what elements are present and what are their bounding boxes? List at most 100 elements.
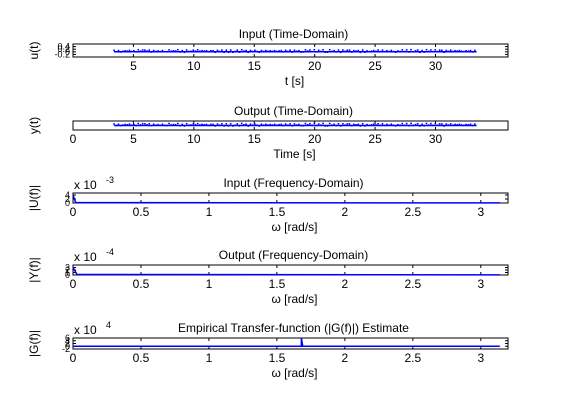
subplot-4: Output (Frequency-Domain)0 0.5 1 1.5 2 2.5 301… bbox=[27, 247, 509, 306]
data-point bbox=[350, 51, 353, 53]
data-point bbox=[179, 51, 181, 53]
data-point bbox=[379, 50, 382, 53]
data-point bbox=[152, 49, 155, 52]
data-point bbox=[247, 125, 250, 127]
data-point bbox=[229, 122, 232, 125]
data-point bbox=[339, 125, 342, 127]
data-point bbox=[249, 123, 252, 125]
data-point bbox=[262, 50, 265, 53]
data-point bbox=[342, 49, 344, 51]
data-point bbox=[423, 51, 426, 53]
data-point bbox=[419, 51, 421, 54]
data-point bbox=[179, 124, 181, 127]
data-point bbox=[278, 123, 280, 126]
data-point bbox=[155, 50, 157, 53]
y-tick-label: 0.2 bbox=[57, 44, 70, 54]
data-point bbox=[293, 49, 296, 52]
data-point bbox=[284, 49, 287, 52]
data-point bbox=[150, 51, 153, 53]
data-point bbox=[414, 123, 417, 126]
data-point bbox=[185, 122, 188, 125]
data-point bbox=[436, 124, 439, 127]
y-tick-label: 6 bbox=[65, 333, 70, 343]
x-tick-label: 1 bbox=[206, 205, 213, 219]
data-point bbox=[139, 124, 142, 126]
data-point bbox=[454, 49, 456, 52]
x-axis-label: t [s] bbox=[285, 74, 304, 88]
data-point bbox=[306, 50, 309, 52]
data-point bbox=[313, 48, 316, 51]
subplot-3: Input (Frequency-Domain)0 0.5 1 1.5 2 2.5 3024… bbox=[27, 175, 509, 234]
data-point bbox=[405, 122, 408, 125]
data-point bbox=[408, 51, 410, 53]
x-tick-label: 10 bbox=[187, 59, 201, 73]
data-point bbox=[306, 124, 309, 126]
data-point bbox=[432, 124, 434, 127]
data-point bbox=[423, 124, 426, 127]
data-point bbox=[212, 123, 214, 126]
x-tick-label: 2.5 bbox=[405, 205, 422, 219]
data-point bbox=[172, 50, 175, 52]
data-point bbox=[194, 50, 197, 52]
data-point bbox=[192, 49, 195, 52]
data-point bbox=[412, 50, 415, 53]
data-point bbox=[260, 123, 263, 126]
data-point bbox=[265, 49, 267, 52]
data-point bbox=[119, 51, 122, 53]
data-point bbox=[397, 123, 399, 126]
x-tick-label: 5 bbox=[130, 132, 137, 146]
data-point bbox=[328, 122, 331, 125]
data-point bbox=[243, 50, 245, 52]
data-point bbox=[414, 50, 417, 52]
data-point bbox=[188, 50, 190, 53]
y-tick-label: 3 bbox=[65, 263, 70, 273]
series-line bbox=[73, 337, 500, 347]
data-point bbox=[467, 124, 470, 126]
x-tick-label: 20 bbox=[308, 132, 322, 146]
data-point bbox=[168, 49, 170, 51]
data-point bbox=[392, 50, 395, 53]
data-point bbox=[269, 50, 272, 52]
data-point bbox=[361, 122, 364, 125]
data-point bbox=[377, 122, 379, 125]
x-tick-label: 30 bbox=[429, 132, 443, 146]
data-point bbox=[309, 49, 311, 51]
y-tick-label: 4 bbox=[65, 336, 70, 346]
y-tick-label: 2 bbox=[65, 265, 70, 275]
data-point bbox=[174, 123, 177, 126]
data-point bbox=[357, 49, 360, 52]
data-point bbox=[454, 123, 456, 126]
y-axis-label: |G(f)| bbox=[27, 330, 41, 357]
data-point bbox=[240, 122, 243, 125]
data-point bbox=[403, 124, 406, 127]
x-tick-label: 2 bbox=[342, 351, 349, 365]
axis-exponent-power: -4 bbox=[106, 247, 114, 257]
data-point bbox=[192, 123, 195, 125]
data-point bbox=[372, 123, 375, 126]
data-point bbox=[221, 123, 223, 125]
x-tick-label: 20 bbox=[308, 59, 322, 73]
data-point bbox=[146, 50, 148, 52]
data-point bbox=[130, 50, 133, 53]
data-point bbox=[232, 51, 234, 54]
data-point bbox=[315, 124, 318, 127]
data-point bbox=[115, 124, 118, 127]
data-point bbox=[139, 50, 142, 52]
data-point bbox=[469, 49, 472, 52]
data-point bbox=[392, 124, 395, 127]
data-point bbox=[168, 122, 170, 125]
data-point bbox=[174, 50, 177, 52]
x-tick-label: 3 bbox=[477, 205, 484, 219]
data-point bbox=[458, 123, 461, 126]
data-point bbox=[383, 50, 386, 53]
x-tick-label: 0 bbox=[70, 132, 77, 146]
data-point bbox=[128, 49, 131, 52]
y-tick-label: -2 bbox=[62, 344, 70, 354]
data-point bbox=[438, 123, 441, 125]
data-point bbox=[364, 125, 366, 127]
data-point bbox=[148, 122, 151, 125]
data-point bbox=[144, 123, 146, 125]
data-point bbox=[245, 49, 247, 52]
data-point bbox=[465, 123, 467, 126]
data-point bbox=[269, 123, 272, 126]
